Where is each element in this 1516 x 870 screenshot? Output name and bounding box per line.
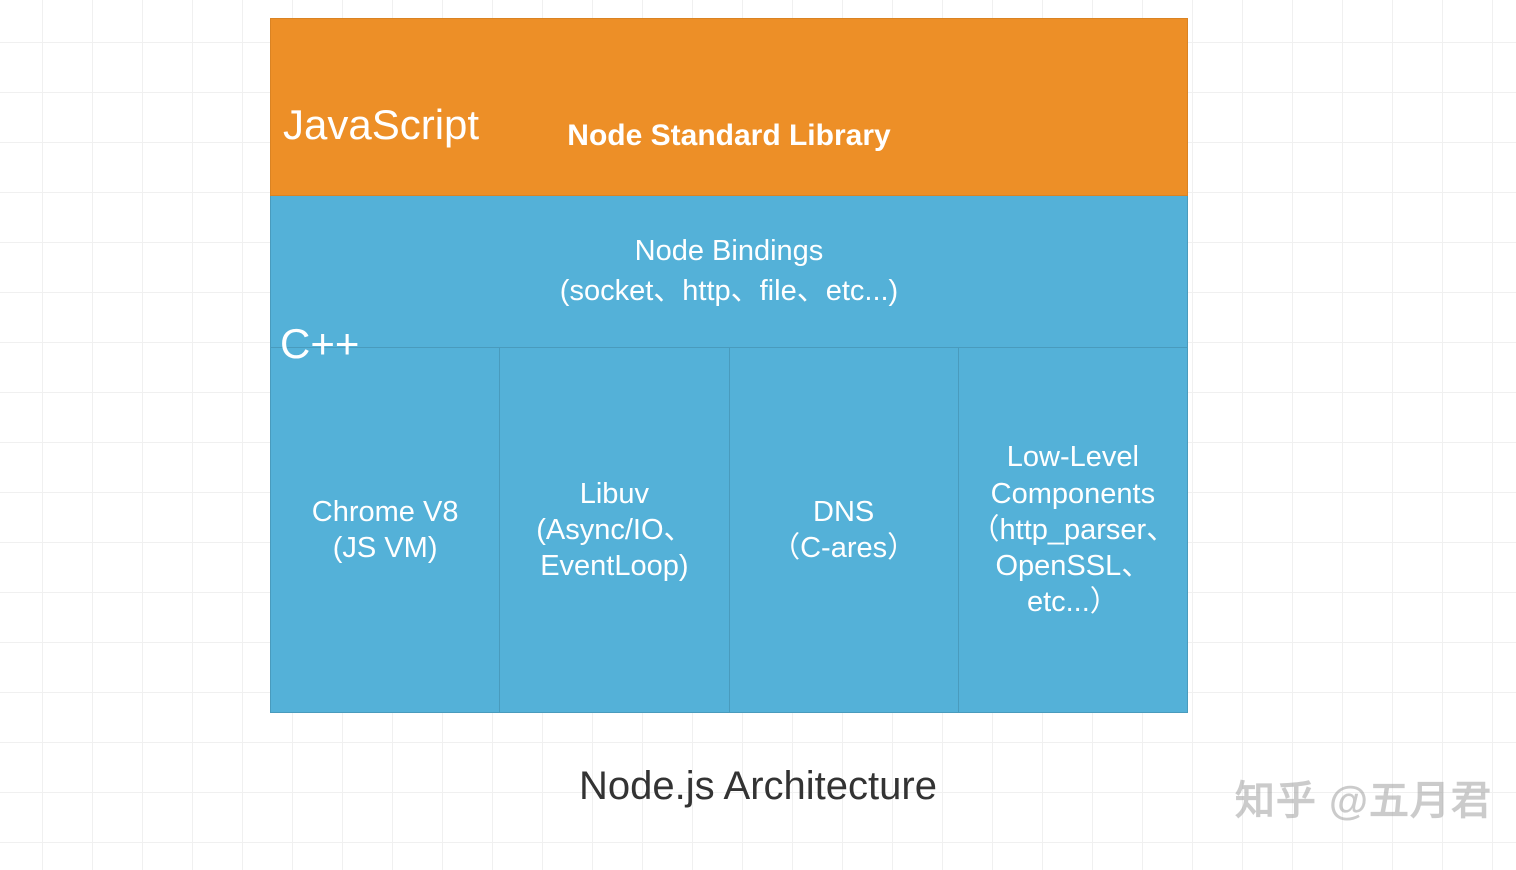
dns-cell: DNS （C-ares）	[730, 348, 959, 713]
cell-title: DNS	[813, 494, 874, 530]
watermark-text: 知乎 @五月君	[1235, 768, 1492, 826]
libuv-cell: Libuv (Async/IO、EventLoop)	[500, 348, 729, 713]
node-standard-library-label: Node Standard Library	[271, 119, 1187, 153]
cell-subtitle: （http_parser、OpenSSL、etc...）	[967, 512, 1179, 621]
cell-title: Chrome V8	[312, 494, 459, 530]
cell-subtitle: （C-ares）	[771, 530, 916, 566]
node-bindings-subtitle: (socket、http、file、etc...)	[560, 272, 898, 311]
node-bindings-title: Node Bindings	[635, 232, 824, 271]
cpp-components-row: Chrome V8 (JS VM) Libuv (Async/IO、EventL…	[270, 348, 1188, 713]
cpp-layer: C++ Node Bindings (socket、http、file、etc.…	[270, 196, 1188, 713]
chrome-v8-cell: Chrome V8 (JS VM)	[270, 348, 500, 713]
architecture-diagram: JavaScript Node Standard Library C++ Nod…	[270, 18, 1188, 713]
cpp-label: C++	[280, 320, 359, 368]
low-level-components-cell: Low-Level Components （http_parser、OpenSS…	[959, 348, 1188, 713]
cell-subtitle: (JS VM)	[333, 530, 438, 566]
node-bindings-row: Node Bindings (socket、http、file、etc...)	[270, 196, 1188, 348]
cell-subtitle: (Async/IO、EventLoop)	[508, 512, 720, 585]
cell-title: Libuv	[580, 476, 649, 512]
javascript-layer: JavaScript Node Standard Library	[270, 18, 1188, 196]
cell-title: Low-Level Components	[967, 439, 1179, 512]
